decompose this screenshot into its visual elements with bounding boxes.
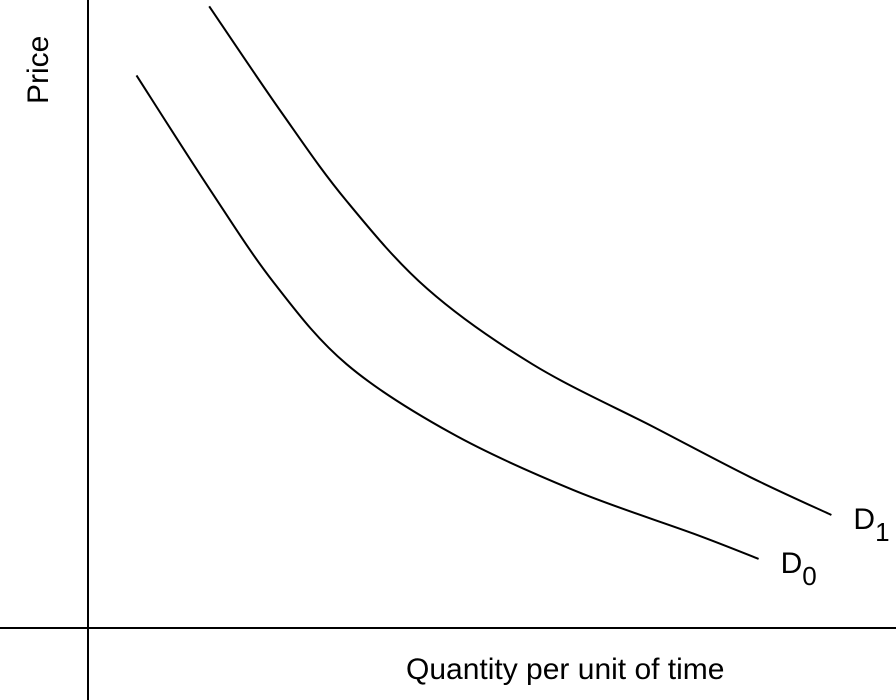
- curve-label-letter: D: [853, 503, 875, 536]
- curve-label-letter: D: [781, 547, 803, 580]
- demand-curve-d1: [208, 5, 832, 516]
- demand-curve-d0: [135, 74, 759, 560]
- curve-label-subscript: 1: [875, 517, 889, 547]
- x-axis-label: Quantity per unit of time: [406, 653, 725, 686]
- curve-label-d0: D0: [781, 547, 817, 591]
- curve-label-subscript: 0: [802, 561, 816, 591]
- y-axis-label: Price: [22, 36, 55, 104]
- curve-label-d1: D1: [853, 503, 889, 547]
